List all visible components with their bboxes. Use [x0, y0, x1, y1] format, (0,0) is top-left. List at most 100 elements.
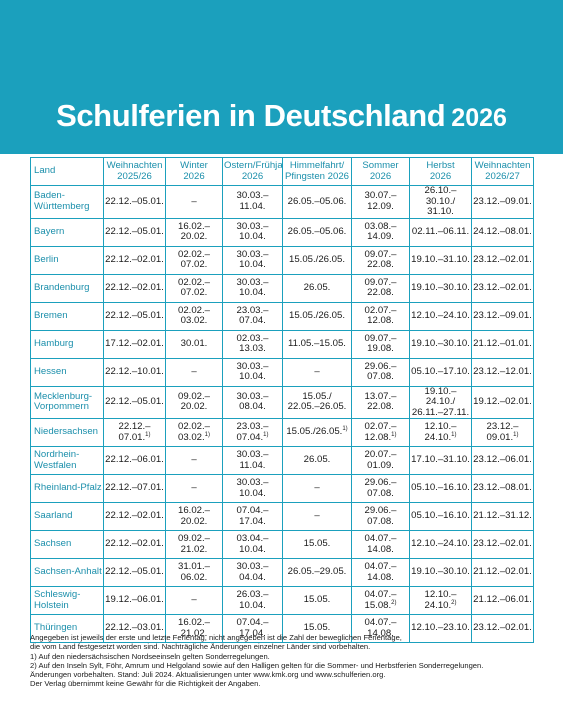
date-cell: 17.12.–02.01.	[103, 329, 166, 359]
footnote-line: 1) Auf den niedersächsischen Nordseeinse…	[30, 651, 270, 661]
date-range: 02.02.–07.02.	[177, 248, 210, 270]
table-row: Nordrhein- Westfalen 22.12.–06.01. –30.03.–…	[30, 446, 534, 475]
date-cell: 15.05./26.05.	[282, 301, 352, 331]
date-range: 23.12.–12.01.	[473, 365, 532, 377]
date-range: –	[191, 195, 197, 207]
land-name: Rheinland-Pfalz	[34, 482, 102, 494]
date-range: 15.05./	[302, 390, 332, 402]
date-range: –	[191, 365, 197, 377]
date-range: 22.12.–05.01.	[105, 195, 164, 207]
date-cell: 19.10.–24.10./26.11.–27.11.	[409, 385, 472, 419]
date-cell: 23.12.–08.01.	[471, 474, 534, 503]
date-cell: 23.12.–12.01.	[471, 357, 534, 387]
date-cell: 22.12.–02.01.	[103, 502, 166, 531]
date-range: 21.12.–01.01.	[473, 337, 532, 349]
land-cell: Rheinland-Pfalz	[30, 474, 104, 503]
date-range: 02.02.–03.02.	[177, 421, 210, 443]
date-range: 30.01.	[180, 337, 208, 349]
column-header-line1: Ostern/Frühjahr	[224, 160, 283, 171]
land-cell: Brandenburg	[30, 273, 104, 303]
table-row: Mecklenburg- Vorpommern 22.12.–05.01. 09.02…	[30, 385, 534, 419]
date-cell: 26.05.	[282, 446, 352, 475]
date-cell: 26.05.–05.06.	[282, 185, 352, 219]
date-range: 15.05.	[303, 538, 331, 550]
date-range: 17.12.–02.01.	[105, 337, 164, 349]
date-cell: 12.10.–24.10.1)	[409, 418, 472, 447]
date-range: 22.12.–03.01.	[105, 622, 164, 634]
date-cell: 22.12.–05.01.	[103, 385, 166, 419]
table-row: Schleswig- Holstein 19.12.–06.01. –26.03.–1…	[30, 586, 534, 615]
date-cell: 09.02.–21.02.	[165, 530, 223, 559]
title-text: Schulferien in Deutschland	[56, 98, 446, 133]
date-range: 03.04.–10.04.	[236, 533, 269, 555]
date-cell: 23.03.–07.04.	[222, 301, 283, 331]
land-cell: Niedersachsen	[30, 418, 104, 447]
footnote-line: die vom Land festgesetzt worden sind. Na…	[30, 642, 371, 652]
column-header-line2: 2026	[429, 170, 452, 182]
land-cell: Thüringen	[30, 614, 104, 643]
date-cell: 30.03.–10.04.	[222, 245, 283, 275]
date-range: 26.05.	[303, 454, 331, 466]
date-range: 30.03.–08.04.	[236, 390, 269, 413]
date-cell: 23.12.–06.01.	[471, 446, 534, 475]
title-year: 2026	[451, 104, 507, 132]
footnote-marker: 1)	[342, 426, 348, 433]
land-cell: Bremen	[30, 301, 104, 331]
table-row: Baden- Württemberg 22.12.–05.01. –30.03.–11…	[30, 185, 534, 219]
date-cell: 30.01.	[165, 329, 223, 359]
table-row: Bayern 22.12.–05.01. 16.02.–20.02. 30.03.–1…	[30, 217, 534, 247]
land-name: Brandenburg	[34, 281, 90, 293]
date-cell: 02.07.–12.08.1)	[351, 418, 410, 447]
date-range: –	[191, 594, 197, 606]
column-header-line1: Sommer	[362, 160, 399, 171]
date-range: 23.12.–09.01.	[473, 195, 532, 207]
date-range: 04.07.–14.08.	[364, 561, 397, 583]
date-range: 15.05./26.05.	[288, 309, 345, 321]
date-cell: 19.10.–31.10.	[409, 245, 472, 275]
date-range: 04.07.–14.08.	[364, 533, 397, 555]
date-range: 22.12.–02.01.	[105, 253, 164, 265]
date-range: 13.07.–22.08.	[364, 390, 397, 413]
date-cell: 15.05./26.05.	[282, 245, 352, 275]
date-cell: 09.07.–19.08.	[351, 329, 410, 359]
footnote-line: Änderungen vorbehalten. Stand: Juli 2024…	[30, 670, 386, 680]
table-row: Niedersachsen 22.12.–07.01. 1) 02.02.–03.02…	[30, 418, 534, 447]
date-cell: 23.12.–02.01.	[471, 273, 534, 303]
date-range: 12.10.–24.10.	[411, 538, 470, 550]
land-cell: Sachsen-Anhalt	[30, 558, 104, 587]
date-cell: –	[165, 357, 223, 387]
column-header-line2: 2026	[183, 170, 205, 182]
date-range: 22.12.–07.01.	[118, 421, 151, 443]
date-cell: –	[282, 357, 352, 387]
date-cell: 19.10.–30.10.	[409, 273, 472, 303]
date-range: 23.12.–02.01.	[473, 281, 532, 293]
date-cell: 22.12.–05.01.	[103, 301, 166, 331]
land-name: Schleswig-	[34, 589, 81, 600]
date-cell: 23.12.–02.01.	[471, 530, 534, 559]
date-cell: 07.04.–17.04.	[222, 502, 283, 531]
column-header-line1: Himmelfahrt/	[289, 160, 345, 171]
date-cell: 05.10.–17.10.	[409, 357, 472, 387]
date-cell: 15.05.	[282, 614, 352, 643]
column-header-line2: Pfingsten 2026	[284, 170, 349, 182]
date-range: 07.04.–17.04.	[236, 617, 269, 639]
land-name: Bayern	[34, 225, 65, 237]
date-cell: 03.04.–10.04.	[222, 530, 283, 559]
column-header: Sommer 2026	[351, 157, 410, 186]
date-range: 09.02.–21.02.	[177, 533, 210, 555]
footnote-marker: 2)	[451, 599, 457, 606]
date-range: 09.02.–20.02.	[177, 390, 210, 413]
date-cell: 15.05./26.05.1)	[282, 418, 352, 447]
date-cell: 15.05.	[282, 586, 352, 615]
date-range: 30.03.–11.04.	[236, 190, 269, 212]
date-range: 02.02.–03.02.	[177, 304, 210, 326]
land-name: Vorpommern	[34, 401, 89, 413]
date-range: 23.03.–07.04.	[236, 304, 269, 326]
date-cell: 21.12.–06.01.	[471, 586, 534, 615]
column-header: Ostern/Frühjahr2026	[222, 157, 283, 186]
date-range: 30.03.–10.04.	[236, 360, 269, 382]
date-range: 19.10.–24.10./	[424, 386, 457, 407]
land-name: Westfalen	[34, 459, 77, 471]
date-cell: 05.10.–16.10.	[409, 502, 472, 531]
date-cell: 22.12.–02.01.	[103, 245, 166, 275]
